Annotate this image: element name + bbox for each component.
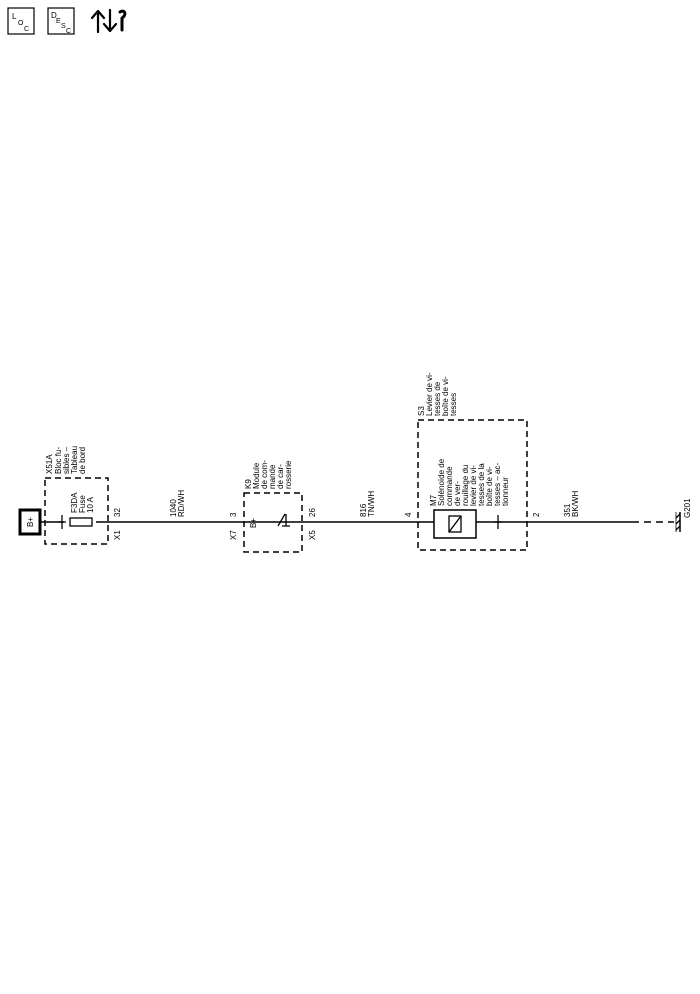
description-icon-letter-d: D — [51, 11, 57, 20]
shift-lever-name-line-1: Levier de vi- — [425, 372, 434, 416]
body-module-name-line-3: mande — [268, 464, 277, 489]
wire-2-circuit: 816 — [359, 503, 368, 517]
solenoid-name-line-8: tesses – ac- — [493, 463, 502, 506]
body-module-name-line-4: de car- — [276, 464, 285, 489]
wire-1-color: RD/WH — [177, 490, 186, 517]
fuse-block-connector: X1 — [113, 530, 122, 540]
description-icon-letter-e: E — [56, 18, 61, 25]
fuse-label-line-3: 10 A — [86, 496, 95, 513]
description-icon-letter-c: C — [66, 28, 71, 35]
shift-lever-id: S3 — [417, 406, 426, 416]
wire-3-color: BK/WH — [571, 491, 580, 517]
shift-lever-name-line-3: boîte de vi- — [441, 376, 450, 416]
shift-lever-assembly[interactable]: S3 Levier de vi- tesses de boîte de vi- … — [404, 372, 541, 551]
body-module-id: K9 — [244, 479, 253, 489]
fuse-block[interactable]: X51A Bloc fu- sibles – Tableau de bord F… — [44, 446, 122, 545]
description-icon-letter-s: S — [61, 23, 66, 30]
solenoid-name-line-9: tionneur — [501, 477, 510, 506]
fuse-block-pin: 32 — [113, 508, 122, 517]
wire-3-label: 351 BK/WH — [563, 491, 580, 517]
body-module-name-line-1: Module — [252, 462, 261, 489]
fuse-block-name-line-2: sibles – — [62, 446, 71, 474]
ground-symbol[interactable]: G201 — [675, 498, 692, 532]
solenoid-name-line-6: tesses de la — [477, 463, 486, 506]
location-icon-letter-l: L — [12, 12, 17, 21]
location-icon-letter-c: C — [24, 26, 29, 33]
fuse-block-name-line-1: Bloc fu- — [54, 447, 63, 474]
fuse-element[interactable] — [69, 517, 93, 527]
shift-lever-pin-out: 2 — [532, 512, 541, 517]
shift-lever-name-line-2: tesses de — [433, 381, 442, 416]
body-module-supply-label: B+ — [249, 518, 258, 528]
body-module-name-line-2: de com- — [260, 460, 269, 489]
solenoid-name-line-4: rouillage du — [461, 465, 470, 506]
wire-3-circuit: 351 — [563, 503, 572, 517]
solenoid-name-line-2: commande — [445, 466, 454, 506]
solenoid-id: M7 — [429, 494, 438, 506]
wire-2-color: TN/WH — [367, 491, 376, 517]
fuse-block-name-line-3: Tableau — [70, 446, 79, 474]
shift-lever-name-line-4: tesses — [449, 393, 458, 416]
body-module-name-line-5: rosserie — [284, 460, 293, 489]
wire-1-label: 1040 RD/WH — [169, 490, 186, 517]
solenoid-name-line-1: Solénoïde de — [437, 458, 446, 506]
location-icon[interactable]: L O C — [7, 7, 35, 35]
ground-id: G201 — [683, 498, 692, 518]
body-module-connector-in: X7 — [229, 530, 238, 540]
solenoid-connector-symbol — [494, 515, 502, 529]
body-module-pin-out: 26 — [308, 508, 317, 517]
description-icon[interactable]: D E S C — [47, 7, 75, 35]
shift-lever-pin-in: 4 — [404, 512, 413, 517]
fuse-label-line-2: Fuse — [78, 495, 87, 513]
fuse-label-line-1: F3DA — [70, 492, 79, 513]
body-control-module[interactable]: K9 Module de com- mande de car- rosserie… — [229, 460, 317, 553]
solenoid-name-line-7: boîte de vi- — [485, 466, 494, 506]
body-module-pin-in: 3 — [229, 512, 238, 517]
fuse-block-name-line-4: de bord — [78, 447, 87, 474]
battery-terminal[interactable]: B+ — [18, 508, 42, 536]
solenoid-name-line-5: levier de vi- — [469, 465, 478, 506]
body-module-switch-symbol — [277, 513, 290, 527]
solenoid-name-line-3: de ver- — [453, 481, 462, 506]
diagnostic-arrows-wrench-icon[interactable] — [90, 8, 127, 34]
solenoid-coil-symbol — [448, 515, 462, 533]
battery-label: B+ — [26, 517, 35, 527]
wire-2-label: 816 TN/WH — [359, 491, 376, 517]
fuse-block-id: X51A — [45, 454, 54, 474]
wire-1-circuit: 1040 — [169, 499, 178, 517]
location-icon-letter-o: O — [18, 20, 24, 27]
body-module-connector-out: X5 — [308, 530, 317, 540]
fuse-connector-symbol — [58, 515, 66, 529]
